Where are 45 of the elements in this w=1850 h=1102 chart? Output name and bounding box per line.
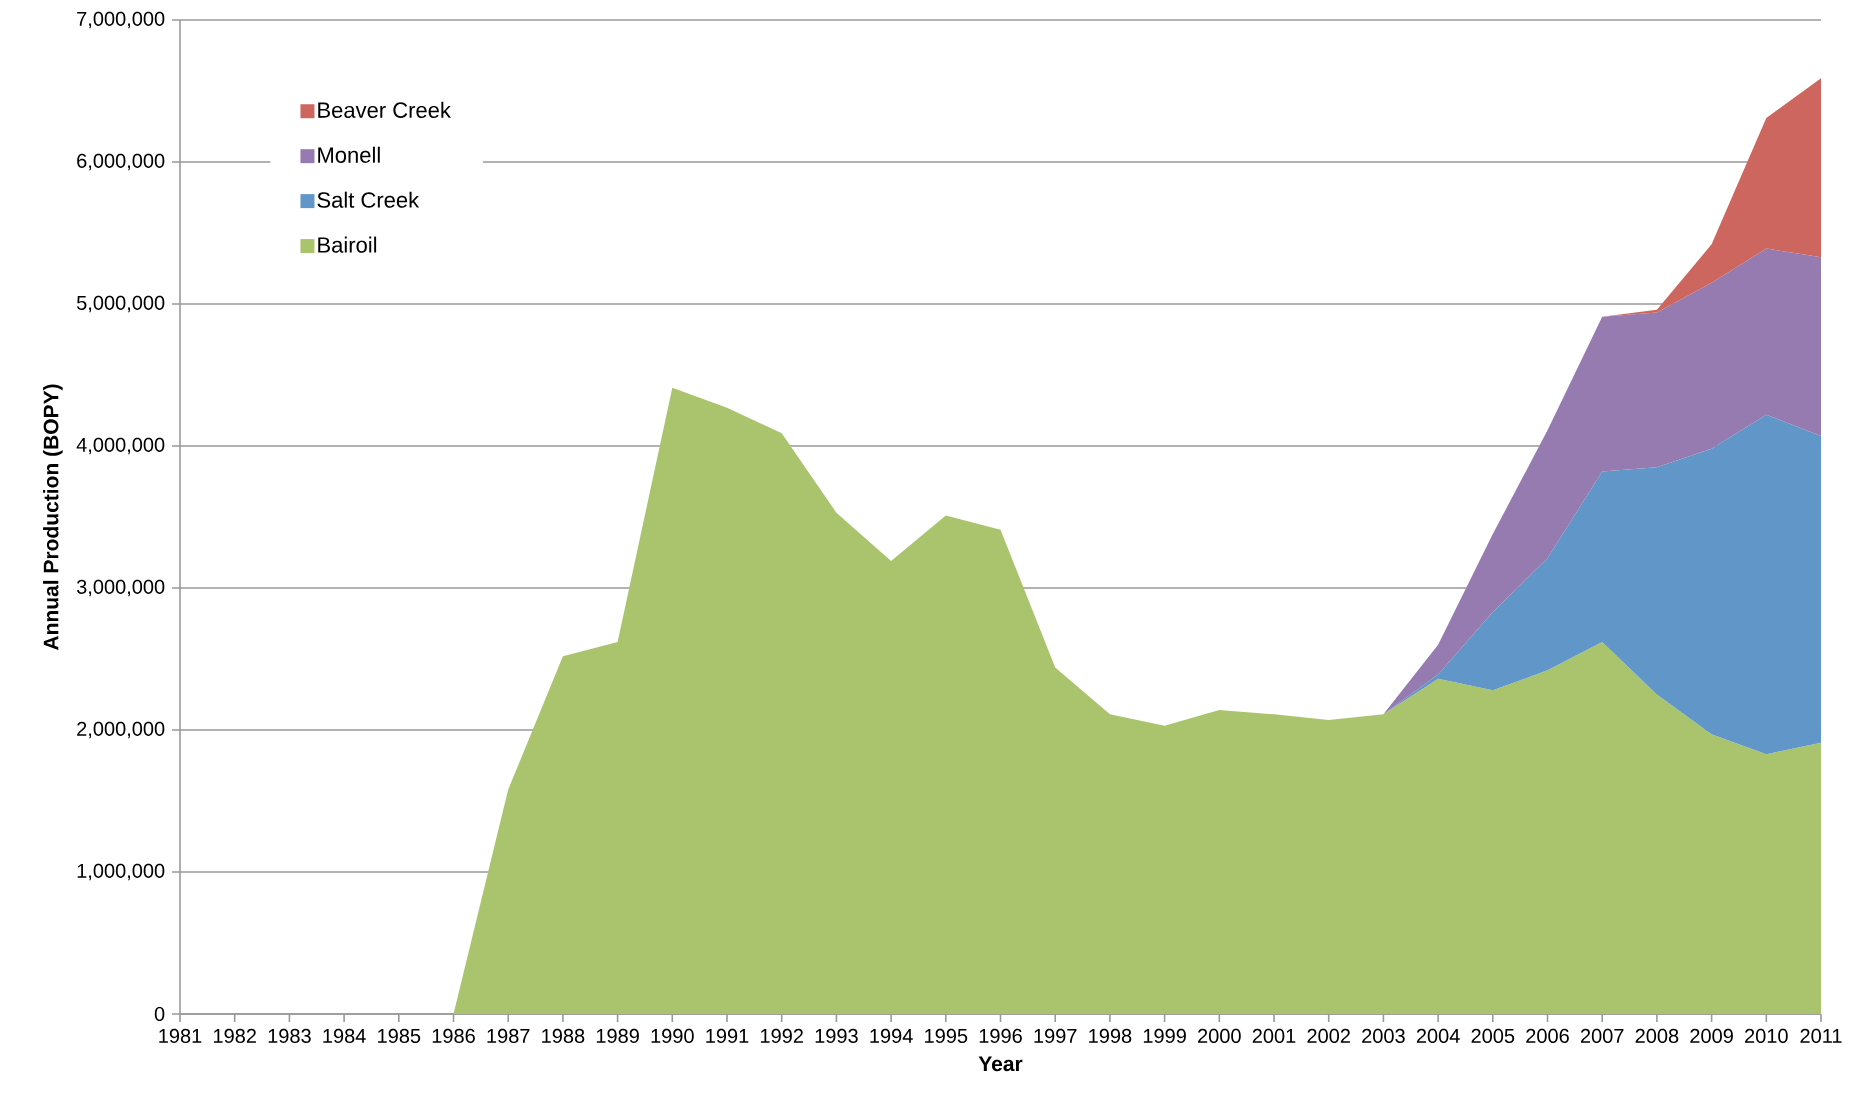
legend-label: Salt Creek bbox=[317, 191, 420, 208]
y-tick-label: 1,000,000 bbox=[77, 863, 165, 881]
y-tick-label: 2,000,000 bbox=[77, 721, 165, 739]
x-tick-label: 2004 bbox=[1416, 1028, 1460, 1044]
x-tick-label: 2006 bbox=[1526, 1028, 1569, 1044]
y-tick-label: 6,000,000 bbox=[77, 153, 165, 171]
x-tick-label: 1984 bbox=[323, 1028, 366, 1044]
x-tick-label: 2005 bbox=[1471, 1028, 1515, 1044]
legend-label: Monell bbox=[318, 146, 380, 163]
x-tick-label: 2008 bbox=[1635, 1028, 1679, 1044]
x-tick-label: 1995 bbox=[925, 1028, 968, 1044]
x-tick-label: 2001 bbox=[1252, 1028, 1296, 1044]
x-tick-label: 2003 bbox=[1362, 1028, 1405, 1044]
y-tick-label: 3,000,000 bbox=[76, 579, 165, 597]
y-axis-title: Annual Production (BOPY) bbox=[43, 384, 63, 651]
x-tick-label: 1998 bbox=[1089, 1028, 1132, 1044]
x-tick-label: 1996 bbox=[979, 1028, 1022, 1044]
x-tick-label: 1982 bbox=[213, 1028, 256, 1044]
x-tick-label: 1981 bbox=[159, 1028, 202, 1044]
x-tick-label: 2010 bbox=[1745, 1028, 1788, 1044]
x-tick-label: 1987 bbox=[487, 1028, 530, 1044]
y-tick-label: 4,000,000 bbox=[76, 437, 165, 455]
x-tick-label: 1983 bbox=[268, 1028, 311, 1044]
legend-label: Beaver Creek bbox=[318, 101, 451, 118]
x-tick-label: 1999 bbox=[1143, 1028, 1186, 1044]
x-tick-label: 1989 bbox=[596, 1028, 639, 1044]
x-tick-label: 1992 bbox=[760, 1028, 803, 1044]
x-tick-label: 1990 bbox=[651, 1028, 694, 1044]
x-tick-label: 1988 bbox=[542, 1028, 585, 1044]
x-tick-label: 2009 bbox=[1690, 1028, 1733, 1044]
x-axis-title: Year bbox=[978, 1056, 1023, 1072]
x-tick-label: 2002 bbox=[1307, 1028, 1350, 1044]
x-tick-label: 2007 bbox=[1580, 1028, 1624, 1044]
y-tick-label: 5,000,000 bbox=[76, 295, 165, 313]
x-tick-label: 2011 bbox=[1800, 1028, 1842, 1044]
x-tick-label: 1994 bbox=[870, 1028, 913, 1044]
x-tick-label: 1997 bbox=[1034, 1028, 1077, 1044]
legend-label: Bairoil bbox=[318, 236, 377, 253]
x-tick-label: 1993 bbox=[815, 1028, 858, 1044]
y-tick-label: 0 bbox=[154, 1006, 165, 1022]
x-tick-label: 1986 bbox=[432, 1028, 475, 1044]
x-tick-label: 1991 bbox=[706, 1028, 749, 1044]
x-tick-label: 1985 bbox=[378, 1028, 421, 1044]
y-tick-label: 7,000,000 bbox=[77, 11, 165, 29]
x-tick-label: 2000 bbox=[1198, 1028, 1241, 1044]
